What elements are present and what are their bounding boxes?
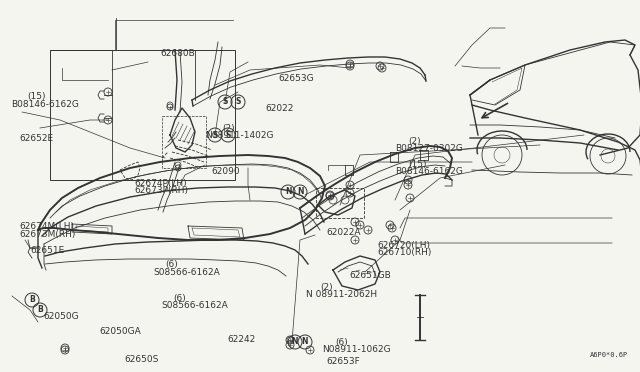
Text: 626710(RH): 626710(RH): [378, 248, 432, 257]
Text: 62674P(LH): 62674P(LH): [134, 179, 187, 187]
Text: B: B: [37, 305, 43, 314]
Text: 62090: 62090: [211, 167, 240, 176]
Text: (15): (15): [408, 160, 427, 169]
Text: S08566-6162A: S08566-6162A: [154, 268, 220, 277]
Text: S08566-6162A: S08566-6162A: [161, 301, 228, 310]
Text: N: N: [301, 337, 308, 346]
Text: N 08911-2062H: N 08911-2062H: [306, 290, 377, 299]
Text: 62653G: 62653G: [278, 74, 314, 83]
Text: 62673M(RH): 62673M(RH): [19, 230, 76, 238]
Text: A6P0*0.6P: A6P0*0.6P: [589, 352, 628, 358]
Text: (6): (6): [165, 260, 178, 269]
Text: 626720(LH): 626720(LH): [378, 241, 431, 250]
Text: (2): (2): [320, 283, 333, 292]
Text: (6): (6): [335, 338, 348, 347]
Text: N08911-1402G: N08911-1402G: [205, 131, 273, 140]
Text: 62050G: 62050G: [44, 312, 79, 321]
Text: B08146-6162G: B08146-6162G: [396, 167, 463, 176]
Text: 62242: 62242: [227, 335, 255, 344]
Text: (2): (2): [223, 124, 236, 132]
Text: 62650S: 62650S: [125, 355, 159, 364]
Text: (15): (15): [27, 92, 45, 101]
Text: B08127-0302G: B08127-0302G: [396, 144, 463, 153]
Text: 62022: 62022: [266, 104, 294, 113]
Text: 62674M(LH): 62674M(LH): [19, 222, 74, 231]
Text: S: S: [225, 131, 230, 140]
Text: S: S: [236, 97, 241, 106]
Text: B08146-6162G: B08146-6162G: [12, 100, 79, 109]
Text: 62652E: 62652E: [19, 134, 53, 143]
Bar: [162, 116, 206, 168]
Text: 62653F: 62653F: [326, 357, 360, 366]
Text: N: N: [297, 187, 303, 196]
Text: 62651E: 62651E: [31, 246, 65, 254]
Text: 62673P(RH): 62673P(RH): [134, 186, 188, 195]
Text: (6): (6): [173, 294, 186, 303]
Bar: [316, 188, 364, 218]
Text: N08911-1062G: N08911-1062G: [323, 345, 391, 354]
Text: N: N: [285, 187, 291, 196]
Text: 62022A: 62022A: [326, 228, 361, 237]
Text: B: B: [29, 295, 35, 305]
Bar: [50, 50, 235, 180]
Text: 62680B: 62680B: [160, 49, 195, 58]
Text: (2): (2): [408, 137, 421, 146]
Text: S: S: [212, 131, 218, 140]
Text: 62651GB: 62651GB: [349, 271, 391, 280]
Text: N: N: [292, 337, 298, 346]
Text: 62050GA: 62050GA: [99, 327, 141, 336]
Text: S: S: [222, 97, 228, 106]
